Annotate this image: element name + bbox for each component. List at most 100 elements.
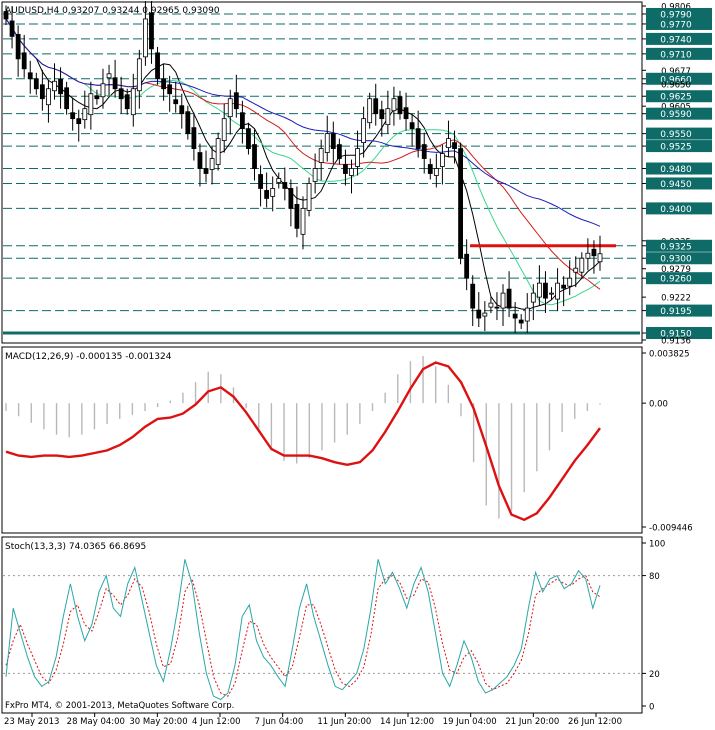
level-label-box xyxy=(646,127,712,140)
stoch-tick-label: 0 xyxy=(649,703,654,713)
level-label: 0.9525 xyxy=(660,143,692,153)
candle-body xyxy=(373,98,379,115)
candle-body xyxy=(173,99,179,105)
time-tick-label: 30 May 20:00 xyxy=(129,717,187,727)
main-panel xyxy=(1,1,643,344)
level-label: 0.9300 xyxy=(660,255,692,265)
candle-body xyxy=(76,118,82,125)
candle-body xyxy=(464,253,470,279)
candle-body xyxy=(39,84,45,100)
candle-body xyxy=(385,108,391,126)
level-label-box xyxy=(646,327,712,340)
candle-body xyxy=(3,11,9,20)
candle-body xyxy=(536,282,542,298)
level-label: 0.9400 xyxy=(660,205,692,215)
candle-body xyxy=(270,188,276,197)
candle-body xyxy=(561,284,567,289)
candle-body xyxy=(349,168,354,176)
candle-body xyxy=(64,87,70,110)
candle-body xyxy=(518,319,524,324)
level-label: 0.9590 xyxy=(660,110,692,120)
price-tick-label: 0.9136 xyxy=(661,337,691,347)
level-label-box xyxy=(646,252,712,265)
price-tick-label: 0.9677 xyxy=(661,67,691,77)
candle-body xyxy=(227,98,233,118)
level-label: 0.9625 xyxy=(660,93,692,103)
candle-body xyxy=(306,183,312,211)
candle-body xyxy=(470,283,476,309)
price-tick-label: 0.9279 xyxy=(661,265,691,275)
level-label: 0.9260 xyxy=(660,275,692,285)
level-label: 0.9660 xyxy=(660,75,692,85)
stoch-tick-label: 100 xyxy=(649,540,665,550)
level-label: 0.9550 xyxy=(660,130,692,140)
candle-body xyxy=(361,118,367,143)
time-tick-label: 4 Jun 12:00 xyxy=(192,717,241,727)
candle-body xyxy=(324,133,330,153)
time-tick-label: 23 May 2013 xyxy=(4,717,59,727)
candle-body xyxy=(591,248,597,257)
level-label: 0.9150 xyxy=(660,330,692,340)
candle-body xyxy=(100,83,106,98)
candle-body xyxy=(124,94,130,110)
price-tick-label: 0.9806 xyxy=(661,3,691,13)
candle-body xyxy=(427,164,433,174)
level-label: 0.9790 xyxy=(660,10,692,20)
candle-body xyxy=(179,105,185,115)
level-label-box xyxy=(646,304,712,317)
macd-axis: 0.003825 0.00 -0.009446 xyxy=(642,350,693,534)
candle-body xyxy=(246,128,251,149)
candle-body xyxy=(530,292,536,303)
candle-body xyxy=(203,168,209,174)
stoch-tick-label: 80 xyxy=(649,572,660,582)
candle-body xyxy=(421,144,427,159)
candle-body xyxy=(458,148,463,259)
candle-body xyxy=(300,207,306,235)
candle-body xyxy=(355,148,360,167)
candle-body xyxy=(149,12,154,50)
candle-body xyxy=(118,88,124,100)
candle-body xyxy=(252,144,257,169)
candle-body xyxy=(294,204,300,229)
candle-body xyxy=(452,142,457,149)
level-label-box xyxy=(646,47,712,60)
macd-plot xyxy=(5,355,601,522)
candle-body xyxy=(112,77,118,90)
price-axis: 0.98060.97900.97700.97400.97100.96770.96… xyxy=(642,3,712,347)
candle-body xyxy=(288,188,294,209)
macd-tick-label: -0.009446 xyxy=(649,524,693,534)
horizontal-levels xyxy=(3,13,640,335)
candle-body xyxy=(567,277,573,287)
candle-body xyxy=(403,107,409,120)
level-label-box xyxy=(646,107,712,120)
candle-body xyxy=(70,112,76,120)
candle-body xyxy=(549,292,554,295)
candle-body xyxy=(94,95,100,100)
level-label: 0.9770 xyxy=(660,20,692,30)
candle-body xyxy=(597,253,603,263)
time-axis: 23 May 2013 28 May 04:00 30 May 20:00 4 Jun… xyxy=(4,713,622,727)
candle-body xyxy=(573,267,579,273)
candle-body xyxy=(209,158,215,170)
level-label-box xyxy=(646,162,712,175)
candle-body xyxy=(130,88,136,116)
level-label: 0.9710 xyxy=(660,50,692,60)
candle-body xyxy=(191,127,197,149)
candle-body xyxy=(391,98,397,112)
time-tick-label: 28 May 04:00 xyxy=(67,717,125,727)
candle-body xyxy=(433,168,439,176)
candle-body xyxy=(161,78,166,90)
candle-body xyxy=(500,292,506,309)
candle-body xyxy=(330,133,336,149)
candle-body xyxy=(488,302,494,308)
candle-body xyxy=(221,118,227,141)
candle-body xyxy=(106,73,112,79)
candle-body xyxy=(167,84,173,95)
candle-body xyxy=(215,138,221,165)
time-tick-label: 14 Jun 12:00 xyxy=(380,717,434,727)
candle-body xyxy=(343,164,348,174)
candle-body xyxy=(21,52,27,70)
macd-tick-label: 0.00 xyxy=(649,400,668,410)
copyright-text: FxPro MT4, © 2001-2013, MetaQuotes Softw… xyxy=(5,701,234,711)
candle-body xyxy=(258,174,263,189)
